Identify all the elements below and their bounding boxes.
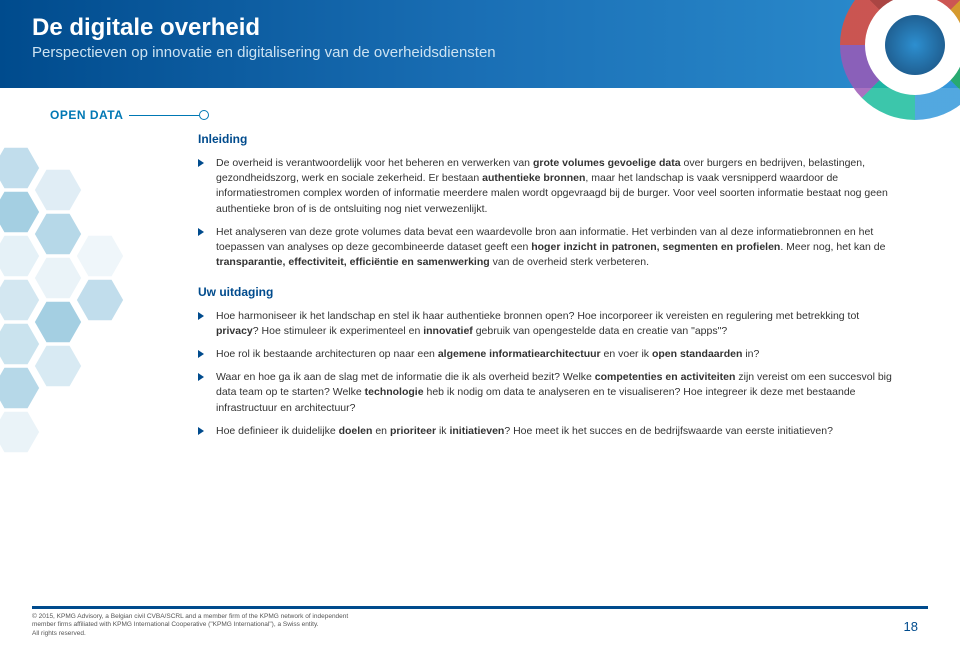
main-content: OPEN DATA Inleiding De overheid is veran… [50, 108, 930, 453]
bullet-item: Waar en hoe ga ik aan de slag met de inf… [198, 370, 898, 416]
copyright-text: © 2015, KPMG Advisory, a Belgian civil C… [32, 613, 348, 638]
page-title: De digitale overheid [32, 14, 928, 42]
section-label-connector [129, 115, 199, 116]
page-footer: © 2015, KPMG Advisory, a Belgian civil C… [32, 606, 928, 638]
bullet-item: De overheid is verantwoordelijk voor het… [198, 156, 898, 217]
section-label-row: OPEN DATA [50, 108, 930, 122]
bullet-item: Hoe harmoniseer ik het landschap en stel… [198, 309, 898, 339]
bullet-item: Hoe rol ik bestaande architecturen op na… [198, 347, 898, 362]
bullet-item: Hoe definieer ik duidelijke doelen en pr… [198, 424, 898, 439]
page-subtitle: Perspectieven op innovatie en digitalise… [32, 44, 928, 61]
inleiding-heading: Inleiding [198, 132, 898, 146]
bullet-item: Het analyseren van deze grote volumes da… [198, 225, 898, 271]
section-label-node [199, 110, 209, 120]
hex-tile [0, 411, 40, 453]
inleiding-list: De overheid is verantwoordelijk voor het… [198, 156, 898, 271]
section-label: OPEN DATA [50, 108, 123, 122]
corner-wheel-graphic [810, 0, 960, 120]
uitdaging-heading: Uw uitdaging [198, 285, 898, 299]
page-number: 18 [904, 613, 928, 634]
uitdaging-list: Hoe harmoniseer ik het landschap en stel… [198, 309, 898, 440]
